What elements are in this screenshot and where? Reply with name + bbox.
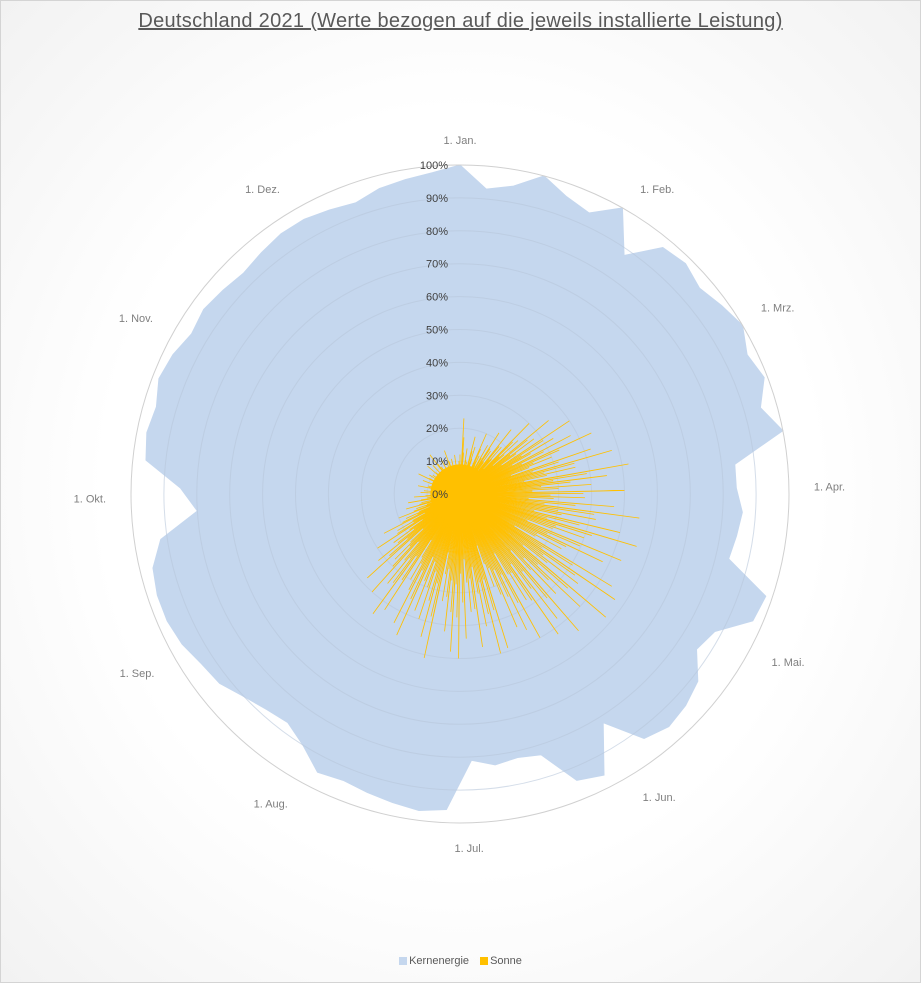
legend-swatch-kernenergie	[399, 957, 408, 965]
angular-label: 1. Jun.	[643, 792, 676, 804]
radial-tick-label: 90%	[426, 193, 448, 205]
angular-label: 1. Mai.	[772, 657, 805, 669]
radial-tick-label: 50%	[426, 325, 448, 337]
grid-ring	[229, 263, 691, 725]
sun-core	[430, 464, 490, 524]
grid-ring	[163, 197, 757, 791]
angular-label: 1. Jul.	[454, 843, 483, 855]
radial-tick-label: 40%	[426, 357, 448, 369]
angular-label: 1. Jan.	[443, 135, 476, 147]
legend-item-kernenergie[interactable]: Kernenergie	[399, 955, 469, 967]
radial-tick-label: 80%	[426, 226, 448, 238]
chart-title: Deutschland 2021 (Werte bezogen auf die …	[138, 10, 783, 32]
legend-item-sonne[interactable]: Sonne	[480, 955, 522, 967]
angular-label: 1. Dez.	[245, 184, 280, 196]
grid-ring	[295, 329, 625, 659]
radial-tick-label: 0%	[432, 489, 448, 501]
angular-label: 1. Feb.	[640, 184, 674, 196]
grid-ring	[327, 361, 593, 627]
angular-label: 1. Apr.	[814, 481, 845, 493]
angular-label: 1. Sep.	[120, 668, 155, 680]
legend: Kernenergie Sonne	[0, 955, 921, 968]
legend-label: Kernenergie	[409, 955, 470, 967]
angular-label: 1. Mrz.	[761, 302, 795, 314]
grid-ring	[196, 230, 724, 758]
legend-label: Sonne	[490, 955, 522, 967]
radial-tick-label: 100%	[420, 160, 448, 172]
radial-tick-label: 30%	[426, 390, 448, 402]
angular-label: 1. Nov.	[119, 313, 153, 325]
angular-label: 1. Aug.	[254, 798, 288, 810]
angular-label: 1. Okt.	[74, 494, 106, 506]
legend-swatch-sonne	[480, 957, 489, 965]
grid-ring	[130, 164, 790, 824]
radial-tick-label: 70%	[426, 259, 448, 271]
radial-tick-label: 10%	[426, 456, 448, 468]
radial-tick-label: 60%	[426, 292, 448, 304]
radial-tick-label: 20%	[426, 423, 448, 435]
grid-ring	[262, 296, 658, 692]
